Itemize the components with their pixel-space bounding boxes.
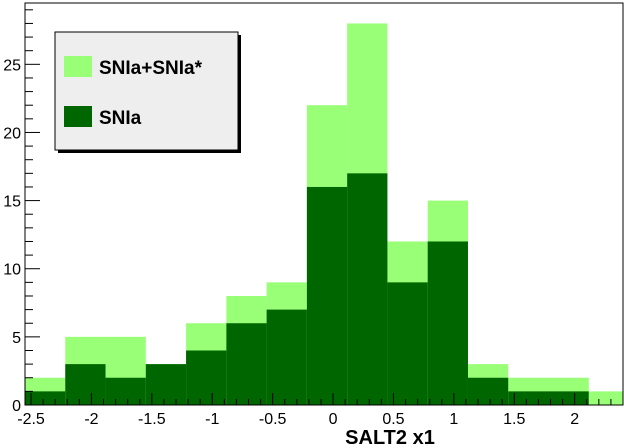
legend-box — [54, 31, 239, 151]
bar-snia-bin-1 — [65, 364, 106, 405]
x-tick-label: 1.5 — [503, 411, 525, 428]
x-tick-label: 2 — [570, 411, 579, 428]
x-axis-title: SALT2 x1 — [345, 427, 435, 448]
legend-swatch-snia-plus-sniastar — [64, 56, 92, 77]
bar-snia-bin-10 — [427, 241, 468, 405]
y-axis-ticks: 0 5 10 15 20 25 — [3, 9, 40, 415]
plot-frame — [24, 2, 624, 406]
legend-swatch-snia — [64, 106, 92, 127]
y-tick-label: 20 — [3, 125, 21, 142]
bar-snia-bin-6 — [266, 309, 307, 405]
bar-snia-bin-3 — [145, 364, 187, 405]
y-tick-label: 15 — [3, 194, 21, 211]
x-axis-ticks: -2.5 -2 -1.5 -1 -0.5 0 0.5 1 1.5 2 — [17, 393, 624, 428]
bar-snia-bin-2 — [105, 377, 146, 405]
y-tick-label: 0 — [12, 398, 21, 415]
bar-snia-bin-5 — [226, 323, 267, 405]
x-tick-label: -1 — [205, 411, 219, 428]
bar-snia-bin-13 — [548, 391, 589, 405]
axes — [24, 2, 624, 406]
bar-snia-bin-8 — [347, 173, 388, 405]
bar-snia-bin-7 — [306, 186, 348, 405]
bar-snia-plus-sniastar-bin-14 — [588, 391, 623, 405]
x-tick-label: -1.5 — [138, 411, 166, 428]
x-tick-label: -2 — [84, 411, 98, 428]
bar-snia-bin-9 — [387, 282, 428, 405]
legend-label-snia: SNIa — [99, 108, 142, 129]
y-tick-label: 25 — [3, 57, 21, 74]
x-tick-label: 1 — [449, 411, 458, 428]
x-tick-label: 0.5 — [382, 411, 404, 428]
legend: SNIa+SNIa* SNIa — [54, 31, 241, 153]
bars-snia — [25, 173, 589, 405]
x-tick-label: 0 — [329, 411, 338, 428]
bar-snia-bin-4 — [186, 350, 227, 405]
x-tick-label: -0.5 — [259, 411, 287, 428]
y-tick-label: 5 — [12, 330, 21, 347]
x-tick-label: -2.5 — [17, 411, 45, 428]
bar-snia-bin-11 — [467, 377, 509, 405]
legend-label-snia-plus-sniastar: SNIa+SNIa* — [99, 58, 203, 79]
y-tick-label: 10 — [3, 262, 21, 279]
